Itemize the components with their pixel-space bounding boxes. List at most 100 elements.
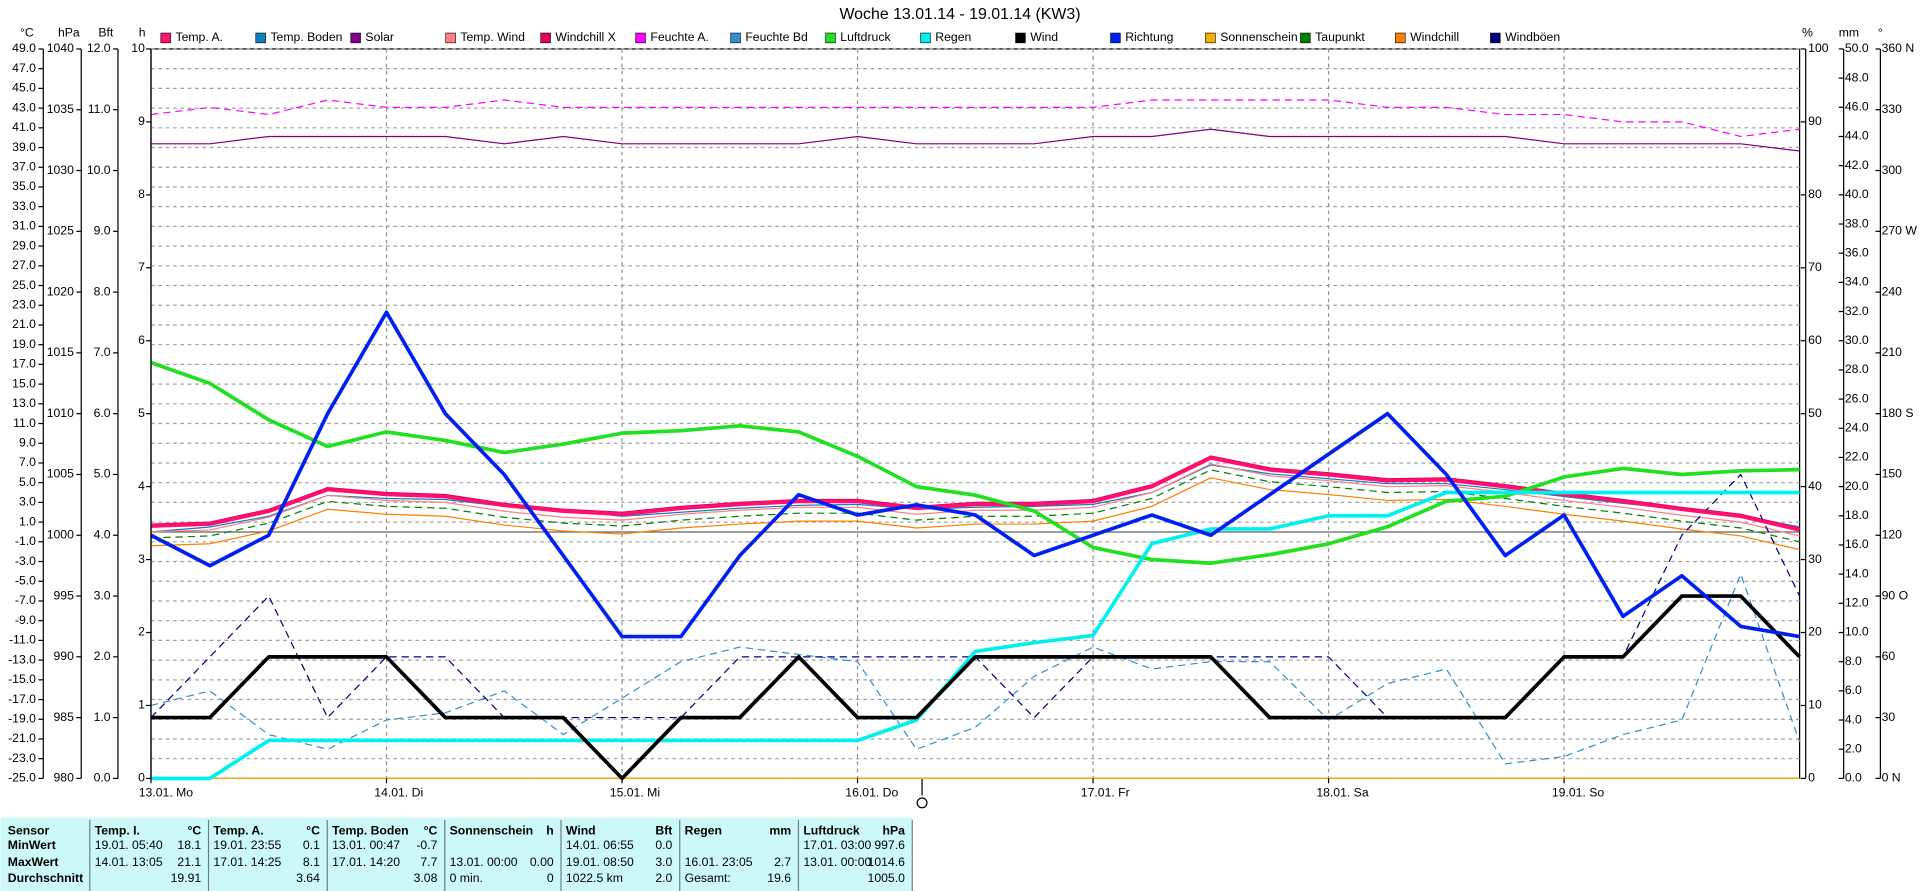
- cell-value: 2.7: [774, 855, 791, 869]
- y-tick-label: 12.0: [87, 41, 111, 55]
- y-tick-label: 3.0: [19, 495, 36, 509]
- cell-time: 13.01. 00:00: [803, 855, 871, 869]
- y-tick-label: 90 O: [1882, 588, 1909, 602]
- cell-value: 18.1: [177, 838, 201, 852]
- series-line: [151, 490, 1800, 781]
- legend-label: Wind: [1030, 30, 1058, 44]
- y-tick-label: 26.0: [1845, 391, 1869, 405]
- y-tick-label: 33.0: [12, 199, 36, 213]
- y-tick-label: 180 S: [1882, 406, 1914, 420]
- cell-time: 13.01. 00:47: [332, 838, 400, 852]
- y-tick-label: 10.0: [87, 163, 111, 177]
- y-tick-label: 2: [138, 625, 145, 639]
- y-tick-label: 30.0: [1845, 333, 1869, 347]
- y-tick-label: 1040: [47, 41, 74, 55]
- legend-label: Feuchte A.: [650, 30, 708, 44]
- y-tick-label: 11.0: [88, 102, 111, 116]
- series-line: [150, 477, 1800, 551]
- legend-swatch: [1015, 32, 1026, 44]
- y-tick-label: 80: [1808, 187, 1822, 201]
- cell-value: 3.64: [296, 871, 320, 885]
- legend-label: Temp. A.: [175, 30, 223, 44]
- y-tick-label: 35.0: [12, 179, 36, 193]
- y-tick-label: -7.0: [15, 593, 36, 607]
- table-header: Sonnenschein: [450, 823, 534, 837]
- cell-time: 17.01. 14:25: [213, 855, 281, 869]
- y-tick-label: 985: [54, 710, 75, 724]
- y-tick-label: 32.0: [1845, 304, 1869, 318]
- y-tick-label: 10: [131, 41, 145, 55]
- cell-time: 14.01. 13:05: [95, 855, 163, 869]
- y-tick-label: 1035: [47, 102, 74, 116]
- legend-label: Temp. Boden: [270, 30, 342, 44]
- series-line: [151, 128, 1800, 152]
- cell-value: 3.08: [414, 871, 438, 885]
- series-line: [151, 594, 1801, 781]
- y-tick-label: 17.0: [12, 357, 36, 371]
- y-tick-label: -25.0: [8, 771, 36, 785]
- table-header: Regen: [685, 823, 722, 837]
- cell-time: 19.01. 23:55: [213, 838, 281, 852]
- y-tick-label: 42.0: [1845, 158, 1869, 172]
- y-tick-label: 25.0: [12, 278, 36, 292]
- y-tick-label: 5.0: [94, 467, 111, 481]
- y-tick-label: 36.0: [1845, 245, 1869, 259]
- y-tick-label: 49.0: [12, 41, 36, 55]
- y-tick-label: 6.0: [1845, 683, 1862, 697]
- y-tick-label: -15.0: [8, 672, 36, 686]
- y-tick-label: 1010: [47, 406, 74, 420]
- y-tick-label: 28.0: [1845, 362, 1869, 376]
- y-tick-label: 4.0: [1845, 712, 1862, 726]
- y-tick-label: 1.0: [94, 710, 111, 724]
- y-tick-label: 40.0: [1845, 187, 1869, 201]
- y-tick-label: -9.0: [15, 613, 36, 627]
- cell-time: Gesamt:: [685, 871, 731, 885]
- row-label: Durchschnitt: [8, 871, 83, 885]
- axis-unit: %: [1802, 25, 1813, 39]
- y-tick-label: 8: [138, 187, 145, 201]
- y-tick-label: 20: [1808, 625, 1822, 639]
- y-tick-label: 14.0: [1845, 566, 1869, 580]
- y-tick-label: -19.0: [8, 711, 36, 725]
- legend-label: Richtung: [1125, 30, 1173, 44]
- y-tick-label: 70: [1808, 260, 1822, 274]
- series-lines: [150, 99, 1801, 781]
- cell-value: 7.7: [420, 855, 437, 869]
- table-header: Temp. Boden: [332, 823, 408, 837]
- y-tick-label: 60: [1808, 333, 1822, 347]
- y-tick-label: 46.0: [1845, 100, 1869, 114]
- y-tick-label: 60: [1882, 649, 1896, 663]
- cell-value: 0: [547, 871, 554, 885]
- legend-label: Luftdruck: [840, 30, 891, 44]
- y-tick-label: 1005: [47, 467, 74, 481]
- y-tick-label: 44.0: [1845, 129, 1869, 143]
- y-tick-label: 7: [138, 260, 145, 274]
- cell-value: 1014.6: [868, 855, 906, 869]
- table-header: Wind: [566, 823, 596, 837]
- y-tick-label: 240: [1882, 284, 1903, 298]
- x-tick-label: 15.01. Mi: [610, 785, 660, 799]
- y-tick-label: 90: [1808, 114, 1822, 128]
- y-tick-label: 360 N: [1882, 41, 1915, 55]
- cell-value: 8.1: [303, 855, 320, 869]
- y-tick-label: 34.0: [1845, 275, 1869, 289]
- y-tick-label: -11.0: [9, 633, 36, 647]
- x-tick-label: 18.01. Sa: [1316, 785, 1369, 799]
- cell-time: 19.01. 08:50: [566, 855, 634, 869]
- legend-swatch: [540, 32, 551, 44]
- y-tick-label: 1000: [47, 527, 74, 541]
- table-header: Temp. A.: [213, 823, 263, 837]
- cell-value: 0.00: [530, 855, 554, 869]
- y-tick-label: 31.0: [12, 219, 36, 233]
- table-unit: hPa: [883, 823, 906, 837]
- legend-swatch: [1110, 32, 1121, 44]
- cell-value: 19.6: [767, 871, 791, 885]
- y-tick-label: -13.0: [8, 652, 36, 666]
- y-tick-label: 20.0: [1845, 479, 1869, 493]
- y-tick-label: 3: [138, 552, 145, 566]
- series-line: [150, 573, 1801, 765]
- table-header: Temp. I.: [95, 823, 140, 837]
- y-tick-label: -3.0: [15, 554, 36, 568]
- cell-value: 997.6: [874, 838, 905, 852]
- y-tick-label: 1020: [47, 284, 74, 298]
